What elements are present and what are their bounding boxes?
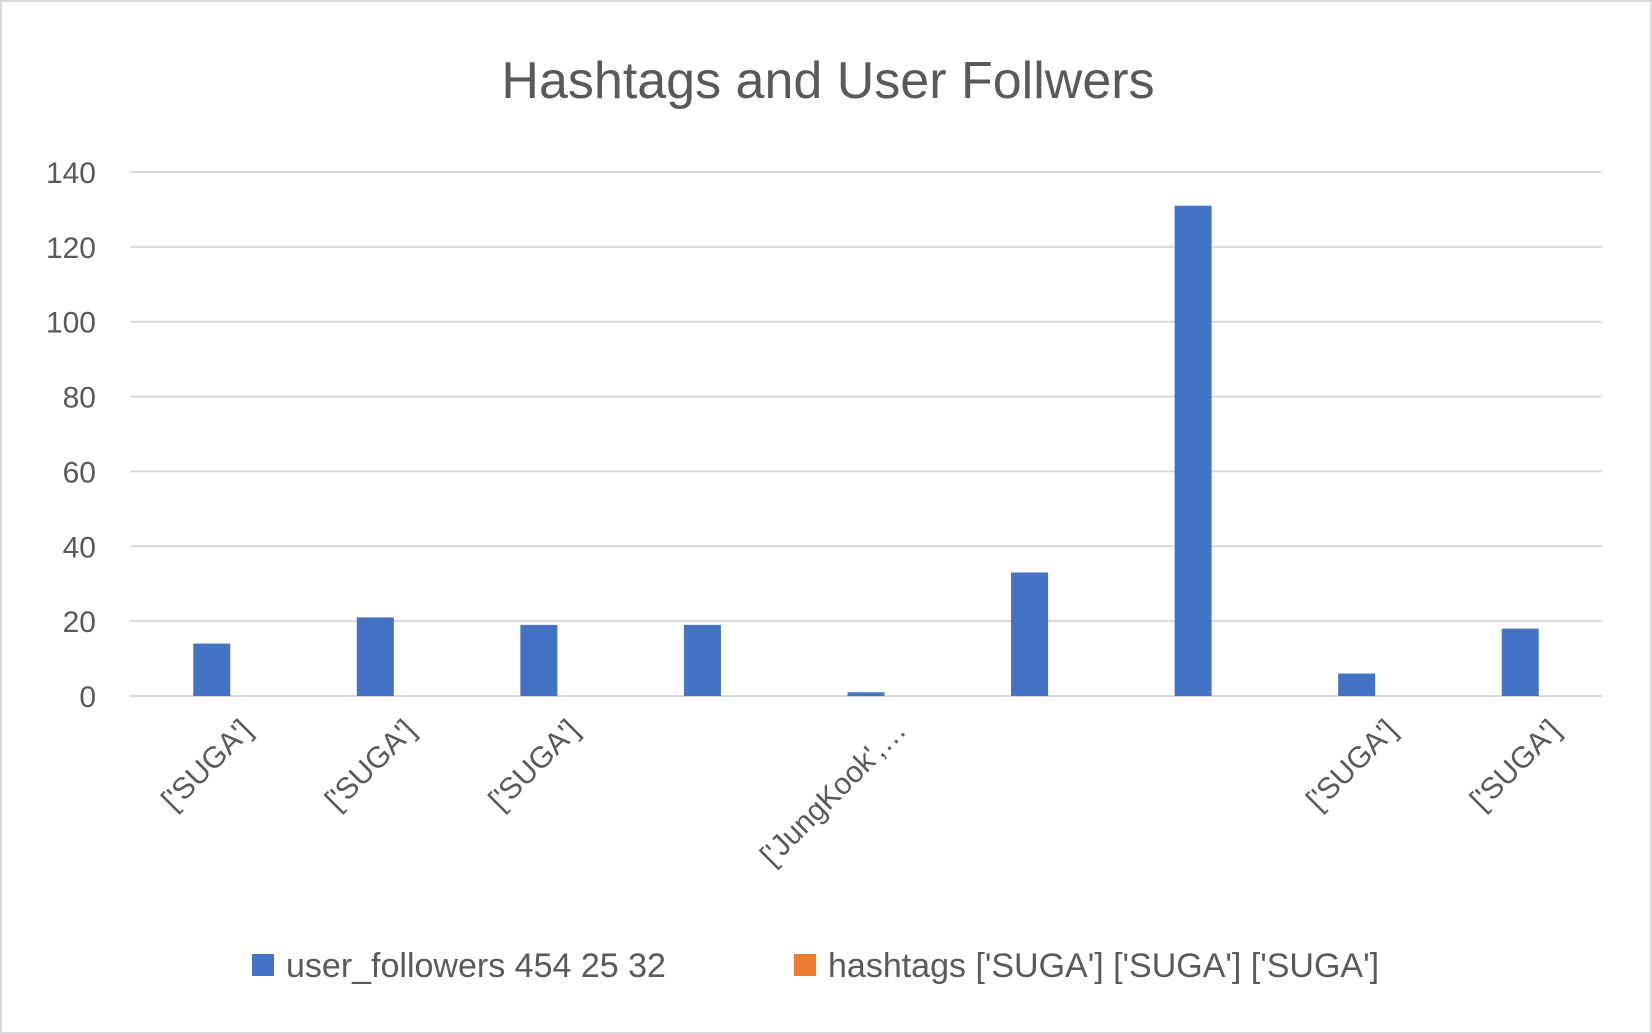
legend-label: hashtags ['SUGA'] ['SUGA'] ['SUGA'] [828, 947, 1379, 985]
x-tick-label: ['JungKook',… [754, 714, 913, 873]
y-tick-label: 20 [63, 606, 96, 639]
bar [356, 617, 394, 696]
x-axis-ticks: ['SUGA'] ['SUGA'] ['SUGA'] ['JungKook',… ['S… [155, 714, 1567, 873]
legend-label: user_followers 454 25 32 [286, 947, 666, 985]
y-axis-ticks: 0 20 40 60 80 100 120 140 [46, 157, 96, 714]
bars [193, 205, 1539, 696]
y-tick-label: 100 [46, 307, 96, 340]
x-tick-label: ['SUGA'] [1300, 714, 1403, 817]
x-tick-label: ['SUGA'] [482, 714, 585, 817]
bar [847, 692, 885, 696]
y-tick-label: 40 [63, 531, 96, 564]
legend-swatch [794, 954, 816, 976]
legend-swatch [252, 954, 274, 976]
x-tick-label: ['SUGA'] [319, 714, 422, 817]
x-tick-label: ['SUGA'] [1464, 714, 1567, 817]
y-tick-label: 60 [63, 456, 96, 489]
gridlines [130, 171, 1602, 697]
x-tick-label: ['SUGA'] [155, 714, 258, 817]
bar [1338, 673, 1376, 696]
bar [683, 624, 721, 696]
y-tick-label: 140 [46, 157, 96, 190]
bar [193, 643, 231, 696]
bar [1174, 205, 1212, 696]
chart-title: Hashtags and User Follwers [501, 52, 1154, 110]
y-tick-label: 80 [63, 382, 96, 415]
bar [1501, 628, 1539, 696]
bar [1011, 572, 1049, 696]
y-tick-label: 120 [46, 232, 96, 265]
y-tick-label: 0 [79, 681, 96, 714]
bar [520, 624, 558, 696]
legend: user_followers 454 25 32 hashtags ['SUGA'… [252, 947, 1379, 985]
